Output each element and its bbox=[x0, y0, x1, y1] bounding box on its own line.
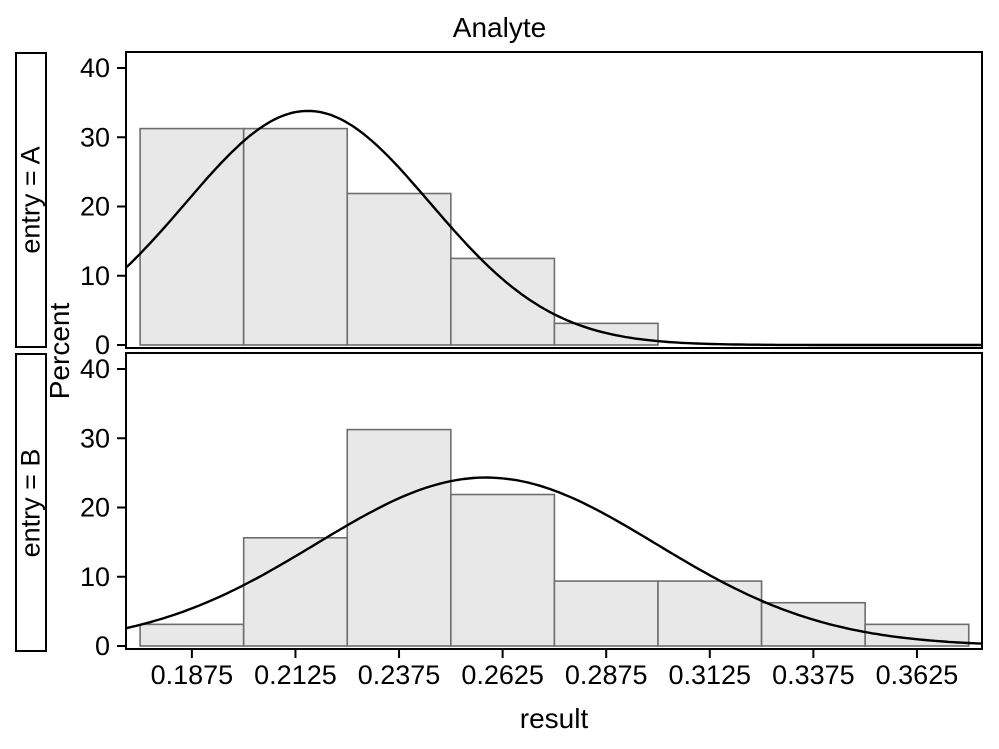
panel-row-label-a: entry = A bbox=[15, 146, 46, 254]
histogram-bar bbox=[346, 428, 452, 647]
histogram-bar bbox=[242, 127, 349, 346]
histogram-bar bbox=[450, 257, 556, 346]
y-tick-label: 20 bbox=[80, 192, 110, 222]
normal-curve bbox=[125, 109, 982, 347]
y-tick-label: 40 bbox=[80, 53, 110, 83]
y-tick-label: 40 bbox=[80, 354, 110, 384]
histogram-bar bbox=[450, 493, 556, 647]
x-tick-label: 0.2125 bbox=[254, 660, 337, 690]
panel-frame bbox=[125, 352, 983, 650]
y-tick-label: 30 bbox=[80, 122, 110, 152]
y-tick-label: 0 bbox=[95, 631, 110, 661]
x-tick-label: 0.1875 bbox=[151, 660, 234, 690]
chart-title: Analyte bbox=[452, 12, 547, 43]
x-tick-label: 0.3125 bbox=[668, 660, 751, 690]
histogram-bar bbox=[760, 601, 866, 647]
panel-row-label-box-a: entry = A bbox=[15, 52, 47, 348]
y-axis-label: Percent bbox=[44, 302, 75, 400]
normal-curve bbox=[125, 476, 983, 645]
x-axis-label: result bbox=[519, 703, 589, 734]
x-tick-label: 0.3375 bbox=[772, 660, 855, 690]
x-tick-label: 0.2375 bbox=[358, 660, 441, 690]
panel-row-label-b: entry = B bbox=[15, 448, 46, 557]
y-tick-label: 30 bbox=[80, 423, 110, 453]
y-tick-label: 10 bbox=[80, 562, 110, 592]
y-tick-label: 0 bbox=[95, 330, 110, 360]
panel-frame bbox=[125, 51, 983, 349]
panel-row-label-box-b: entry = B bbox=[15, 353, 47, 652]
histogram-bar bbox=[346, 192, 452, 346]
y-tick-label: 20 bbox=[80, 493, 110, 523]
x-tick-label: 0.2875 bbox=[565, 660, 648, 690]
x-tick-label: 0.3625 bbox=[876, 660, 959, 690]
histogram-bar bbox=[553, 580, 659, 647]
y-tick-label: 10 bbox=[80, 261, 110, 291]
histogram-bar bbox=[139, 623, 245, 647]
x-tick-label: 0.2625 bbox=[461, 660, 544, 690]
histogram-bar bbox=[242, 536, 349, 647]
histogram-bar bbox=[657, 580, 763, 647]
